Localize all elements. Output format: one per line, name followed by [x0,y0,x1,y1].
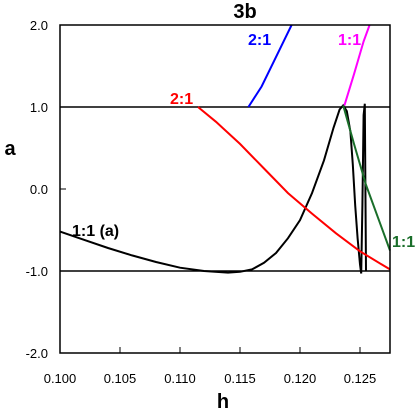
y-tick-label: 0.0 [30,182,48,197]
y-axis-title: a [4,138,16,160]
series-layer [59,24,391,274]
series-line-3 [343,24,371,106]
series-line-1 [197,106,391,271]
x-tick-label: 0.120 [284,371,317,386]
series-line-4 [342,105,391,251]
annotation-1-1-magenta: 1:1 [338,32,361,49]
reference-lines [60,106,390,272]
annotation-1-1-green: 1:1 [392,234,415,251]
annotation-1-1-a: 1:1 (a) [72,223,119,240]
x-tick-label: 0.100 [44,371,77,386]
x-tick-label: 0.110 [164,371,196,386]
y-tick-label: 2.0 [30,18,48,33]
x-axis-title: h [217,391,229,412]
ticks-layer: 0.100 0.105 0.110 0.115 0.120 0.125 2.0 1.0 a 0.0… [4,18,376,386]
annotations: 1:1 (a) 2:1 2:1 1:1 1:1 [72,32,415,251]
y-tick-label: -1.0 [26,264,48,279]
x-tick-label: 0.115 [224,371,256,386]
y-tick-label: -2.0 [26,346,48,361]
annotation-2-1-blue: 2:1 [248,32,271,49]
series-line-2 [247,24,293,108]
annotation-2-1-red: 2:1 [170,91,193,108]
chart-title: 3b [233,1,256,23]
x-tick-label: 0.125 [344,371,377,386]
series-line-0 [59,103,367,274]
y-tick-label: 1.0 [30,100,48,115]
x-tick-label: 0.105 [104,371,137,386]
plot-frame [59,24,391,354]
